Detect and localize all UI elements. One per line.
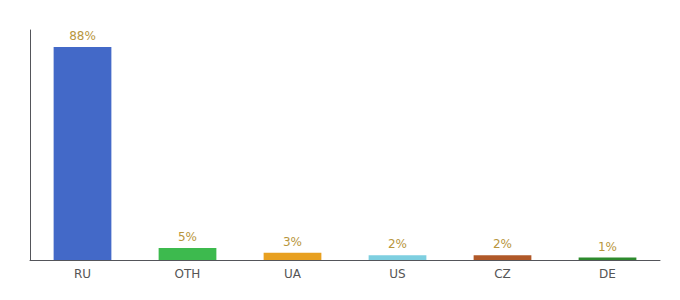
svg-text:CZ: CZ	[494, 267, 511, 281]
svg-text:1%: 1%	[598, 240, 617, 254]
svg-text:OTH: OTH	[175, 267, 201, 281]
svg-text:88%: 88%	[69, 29, 96, 43]
svg-text:5%: 5%	[178, 230, 197, 244]
svg-text:UA: UA	[284, 267, 302, 281]
svg-text:RU: RU	[74, 267, 91, 281]
svg-text:2%: 2%	[493, 237, 512, 251]
svg-text:3%: 3%	[283, 235, 302, 249]
svg-text:DE: DE	[599, 267, 616, 281]
svg-text:2%: 2%	[388, 237, 407, 251]
svg-text:US: US	[389, 267, 405, 281]
